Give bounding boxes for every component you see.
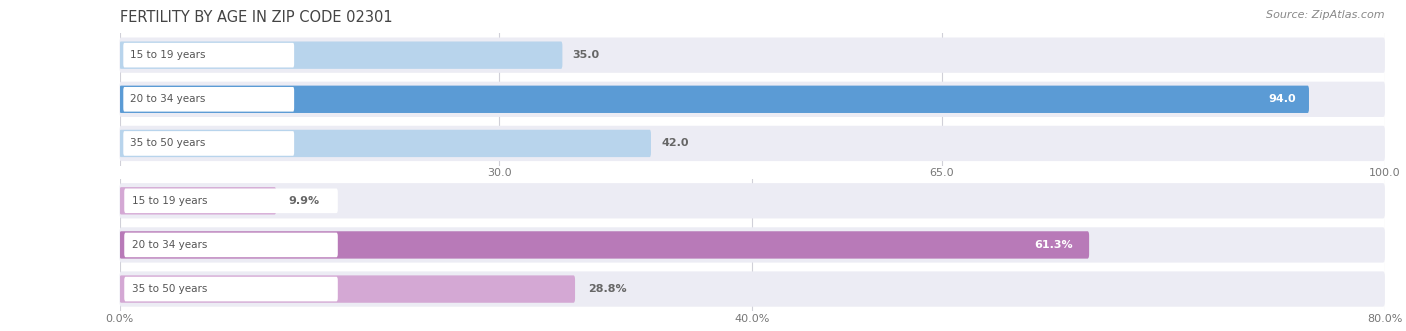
Text: 15 to 19 years: 15 to 19 years: [132, 196, 208, 206]
Text: 35.0: 35.0: [572, 50, 599, 60]
FancyBboxPatch shape: [120, 227, 1385, 262]
Text: 20 to 34 years: 20 to 34 years: [129, 94, 205, 104]
Text: FERTILITY BY AGE IN ZIP CODE 02301: FERTILITY BY AGE IN ZIP CODE 02301: [120, 10, 392, 25]
FancyBboxPatch shape: [120, 271, 1385, 307]
Text: 15 to 19 years: 15 to 19 years: [129, 50, 205, 60]
FancyBboxPatch shape: [120, 187, 276, 214]
Text: 35 to 50 years: 35 to 50 years: [129, 138, 205, 148]
Text: Source: ZipAtlas.com: Source: ZipAtlas.com: [1267, 10, 1385, 20]
FancyBboxPatch shape: [120, 41, 562, 69]
Text: 9.9%: 9.9%: [288, 196, 321, 206]
Text: 61.3%: 61.3%: [1035, 240, 1073, 250]
FancyBboxPatch shape: [120, 82, 1385, 117]
Text: 94.0: 94.0: [1268, 94, 1296, 104]
FancyBboxPatch shape: [124, 131, 294, 156]
Text: 35 to 50 years: 35 to 50 years: [132, 284, 208, 294]
FancyBboxPatch shape: [124, 233, 337, 257]
FancyBboxPatch shape: [124, 87, 294, 112]
Text: 20 to 34 years: 20 to 34 years: [132, 240, 208, 250]
FancyBboxPatch shape: [124, 43, 294, 68]
FancyBboxPatch shape: [120, 130, 651, 157]
FancyBboxPatch shape: [124, 188, 337, 213]
FancyBboxPatch shape: [120, 275, 575, 303]
FancyBboxPatch shape: [120, 37, 1385, 73]
FancyBboxPatch shape: [120, 183, 1385, 218]
FancyBboxPatch shape: [120, 126, 1385, 161]
Text: 42.0: 42.0: [661, 138, 689, 148]
FancyBboxPatch shape: [120, 86, 1309, 113]
FancyBboxPatch shape: [124, 277, 337, 302]
Text: 28.8%: 28.8%: [588, 284, 626, 294]
FancyBboxPatch shape: [120, 231, 1090, 259]
